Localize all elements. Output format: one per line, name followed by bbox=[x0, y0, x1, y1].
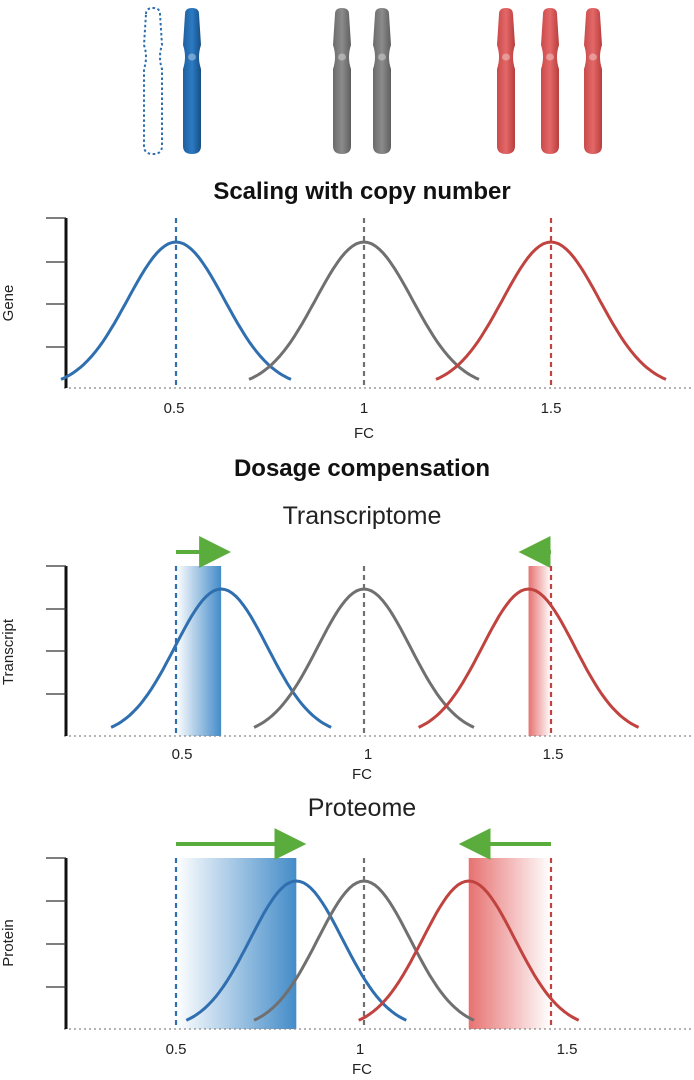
chromosome-row bbox=[142, 6, 602, 156]
centromere-icon bbox=[378, 53, 386, 61]
x-tick-label: 0.5 bbox=[172, 746, 193, 763]
compensation-band bbox=[176, 566, 222, 736]
y-axis-label: Protein bbox=[0, 919, 17, 967]
trisomy-distribution-curve bbox=[417, 587, 640, 729]
compensation-band bbox=[176, 858, 297, 1029]
trisomy-distribution-curve bbox=[358, 879, 580, 1022]
lost-chromosome-icon bbox=[142, 6, 164, 156]
x-tick-label: 1.5 bbox=[541, 400, 562, 417]
dosage-title: Dosage compensation bbox=[234, 455, 490, 482]
monosomy-chromosome-icon bbox=[183, 8, 201, 154]
centromere-icon bbox=[338, 53, 346, 61]
trisomy-distribution-curve bbox=[435, 240, 667, 381]
x-tick-label: 1 bbox=[360, 400, 368, 417]
y-axis-label: Gene bbox=[0, 285, 17, 322]
transcript-panel: 0.5 1 1.5 FC Transcript bbox=[0, 536, 692, 783]
protein-panel: 0.5 1 1.5 FC Protein bbox=[0, 828, 692, 1078]
trisomy-chromosome-icon bbox=[541, 8, 559, 154]
x-axis-label: FC bbox=[352, 766, 372, 783]
x-tick-label: 1 bbox=[364, 746, 372, 763]
x-tick-label: 1.5 bbox=[557, 1041, 578, 1058]
centromere-icon bbox=[502, 53, 510, 61]
monosomy-distribution-curve bbox=[185, 879, 407, 1022]
scaling-title: Scaling with copy number bbox=[213, 178, 510, 205]
x-axis-label: FC bbox=[354, 425, 374, 442]
x-tick-label: 0.5 bbox=[166, 1041, 187, 1058]
x-tick-label: 1.5 bbox=[543, 746, 564, 763]
monosomy-distribution-curve bbox=[110, 587, 332, 729]
x-axis-label: FC bbox=[352, 1061, 372, 1078]
disomy-chromosome-icon bbox=[333, 8, 351, 154]
centromere-icon bbox=[546, 53, 554, 61]
x-tick-label: 1 bbox=[356, 1041, 364, 1058]
disomy-distribution-curve bbox=[253, 587, 475, 729]
trisomy-chromosome-icon bbox=[497, 8, 515, 154]
compensation-band bbox=[528, 566, 551, 736]
centromere-icon bbox=[188, 53, 196, 61]
y-axis-label: Transcript bbox=[0, 618, 17, 685]
centromere-icon bbox=[589, 53, 597, 61]
disomy-distribution-curve bbox=[248, 240, 480, 381]
monosomy-distribution-curve bbox=[60, 240, 292, 381]
compensation-band bbox=[468, 858, 551, 1029]
gene-panel: 0.5 1 1.5 FC Gene bbox=[0, 217, 692, 442]
x-tick-label: 0.5 bbox=[164, 400, 185, 417]
disomy-chromosome-icon bbox=[373, 8, 391, 154]
proteome-title: Proteome bbox=[308, 794, 416, 822]
disomy-distribution-curve bbox=[253, 879, 475, 1022]
trisomy-chromosome-icon bbox=[584, 8, 602, 154]
transcriptome-title: Transcriptome bbox=[283, 502, 442, 530]
